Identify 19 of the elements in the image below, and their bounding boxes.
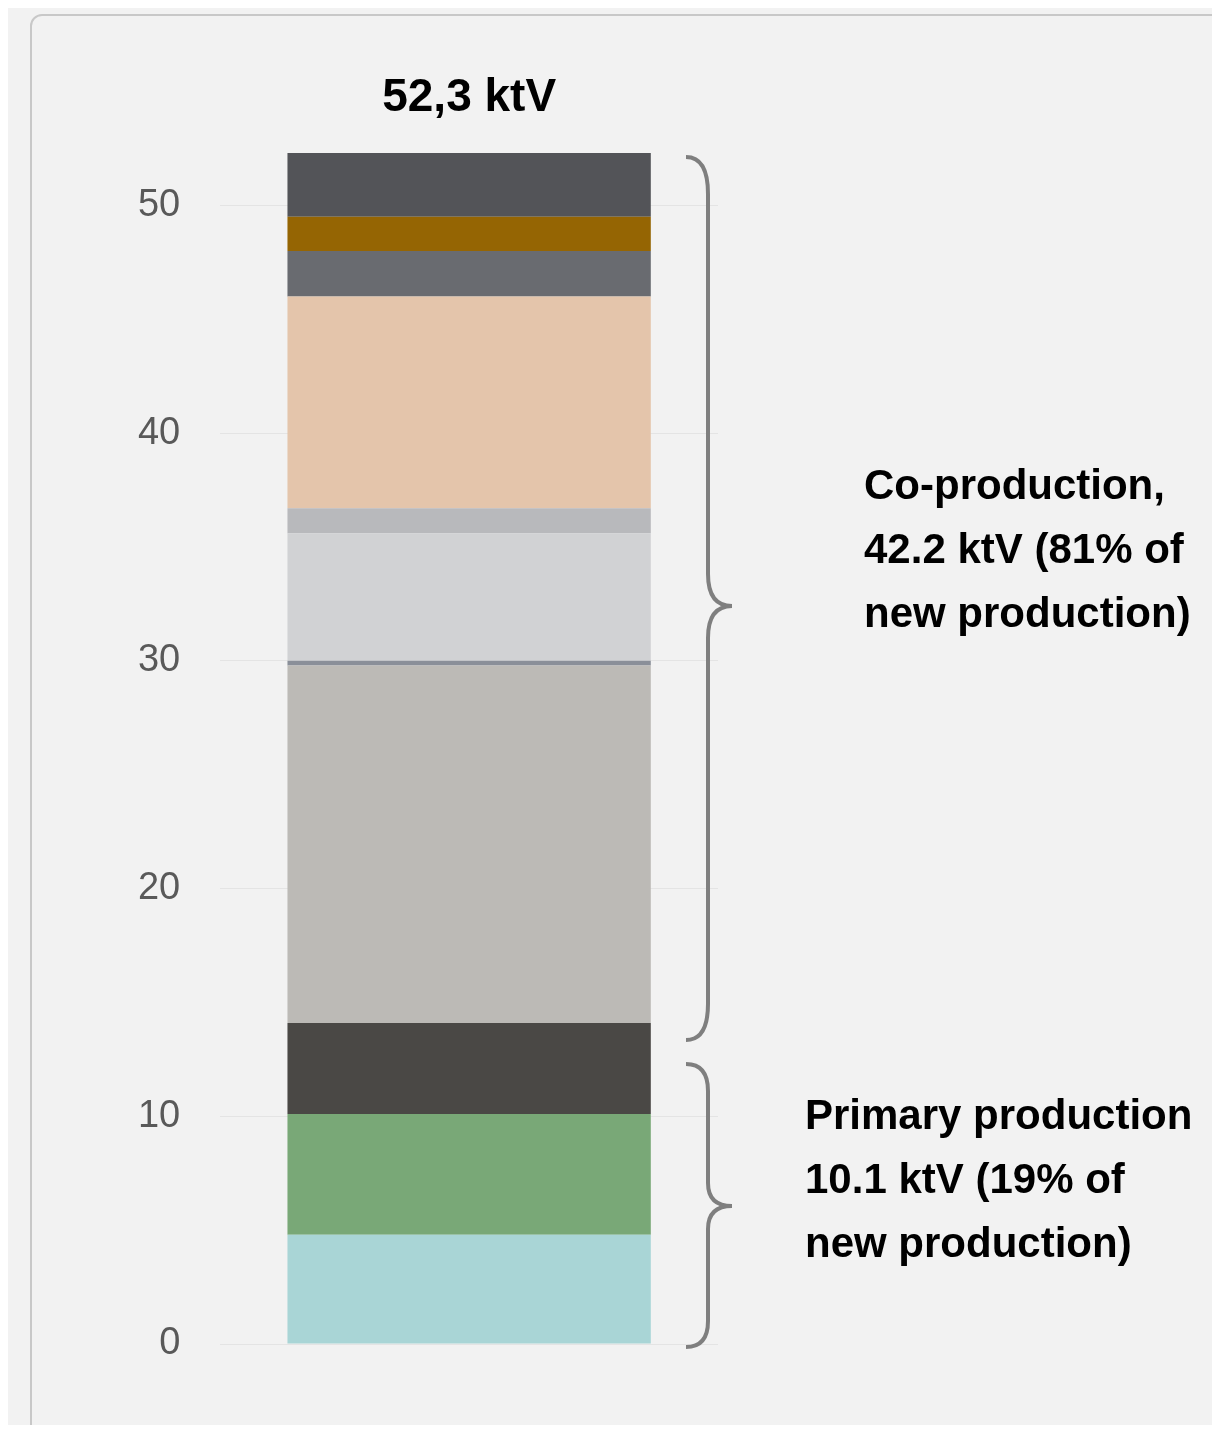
y-tick-label: 50: [137, 181, 181, 224]
bar: [287, 1114, 651, 1235]
y-tick-label: 30: [137, 637, 181, 680]
text: Primary production 10.1 ktV (19% of new production): [805, 1090, 1194, 1268]
total-label: 52,3 ktV: [382, 68, 557, 121]
y-tick-label: 0: [159, 1320, 181, 1363]
bar: [287, 533, 651, 661]
bar: [287, 1022, 651, 1114]
bar: [287, 296, 651, 509]
bar: [287, 153, 651, 217]
bar: [287, 665, 651, 1023]
y-tick-label: 20: [137, 865, 181, 908]
bar: [287, 216, 651, 251]
bar: [287, 508, 651, 534]
y-tick-label: 40: [137, 409, 181, 452]
bar: [287, 250, 651, 297]
y-tick-label: 10: [137, 1092, 181, 1135]
text: Co-production, 42.2 ktV (81% of new production): [864, 460, 1192, 638]
bar: [287, 1234, 651, 1344]
